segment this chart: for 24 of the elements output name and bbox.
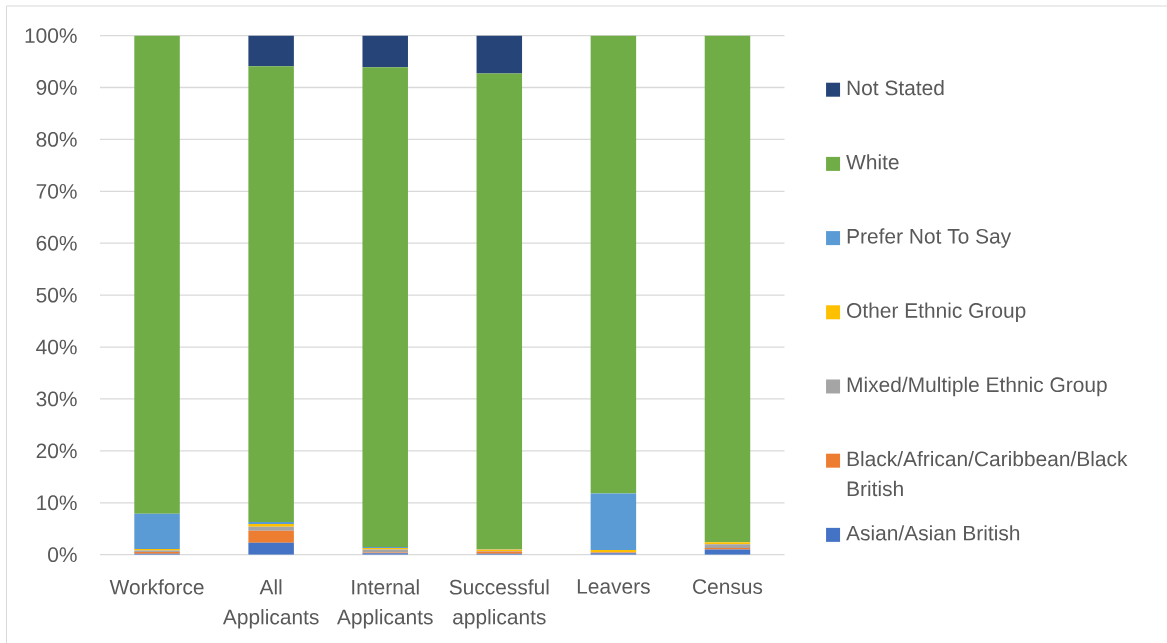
y-tick-label: 20% <box>36 443 77 459</box>
legend-label: Prefer Not To Say <box>847 228 1012 248</box>
x-tick-label: All Applicants <box>222 579 319 629</box>
legend-label: Mixed/Multiple Ethnic Group <box>847 376 1107 397</box>
legend-label: Asian/Asian British <box>846 525 1020 541</box>
x-tick-label: Workforce <box>109 579 204 595</box>
legend-label: Other Ethnic Group <box>847 302 1026 323</box>
legend-label: Not Stated <box>847 79 944 96</box>
y-tick-label: 10% <box>37 495 77 511</box>
x-tick-label: Internal Applicants <box>337 579 433 629</box>
x-tick-label: Leavers <box>577 579 650 594</box>
y-tick-label: 30% <box>36 391 77 407</box>
y-tick-label: 40% <box>36 339 77 355</box>
y-tick-label: 100% <box>25 28 77 43</box>
y-tick-label: 90% <box>36 80 77 95</box>
y-tick-label: 0% <box>48 547 77 563</box>
legend-label: Black/African/Caribbean/Black British <box>847 450 1128 497</box>
legend-label: White <box>846 154 899 170</box>
y-tick-label: 70% <box>36 183 77 199</box>
y-tick-label: 50% <box>36 287 77 303</box>
y-tick-label: 80% <box>36 132 77 147</box>
y-tick-label: 60% <box>36 235 77 251</box>
x-tick-label: Successful applicants <box>449 579 549 629</box>
x-tick-label: Census <box>693 579 763 595</box>
